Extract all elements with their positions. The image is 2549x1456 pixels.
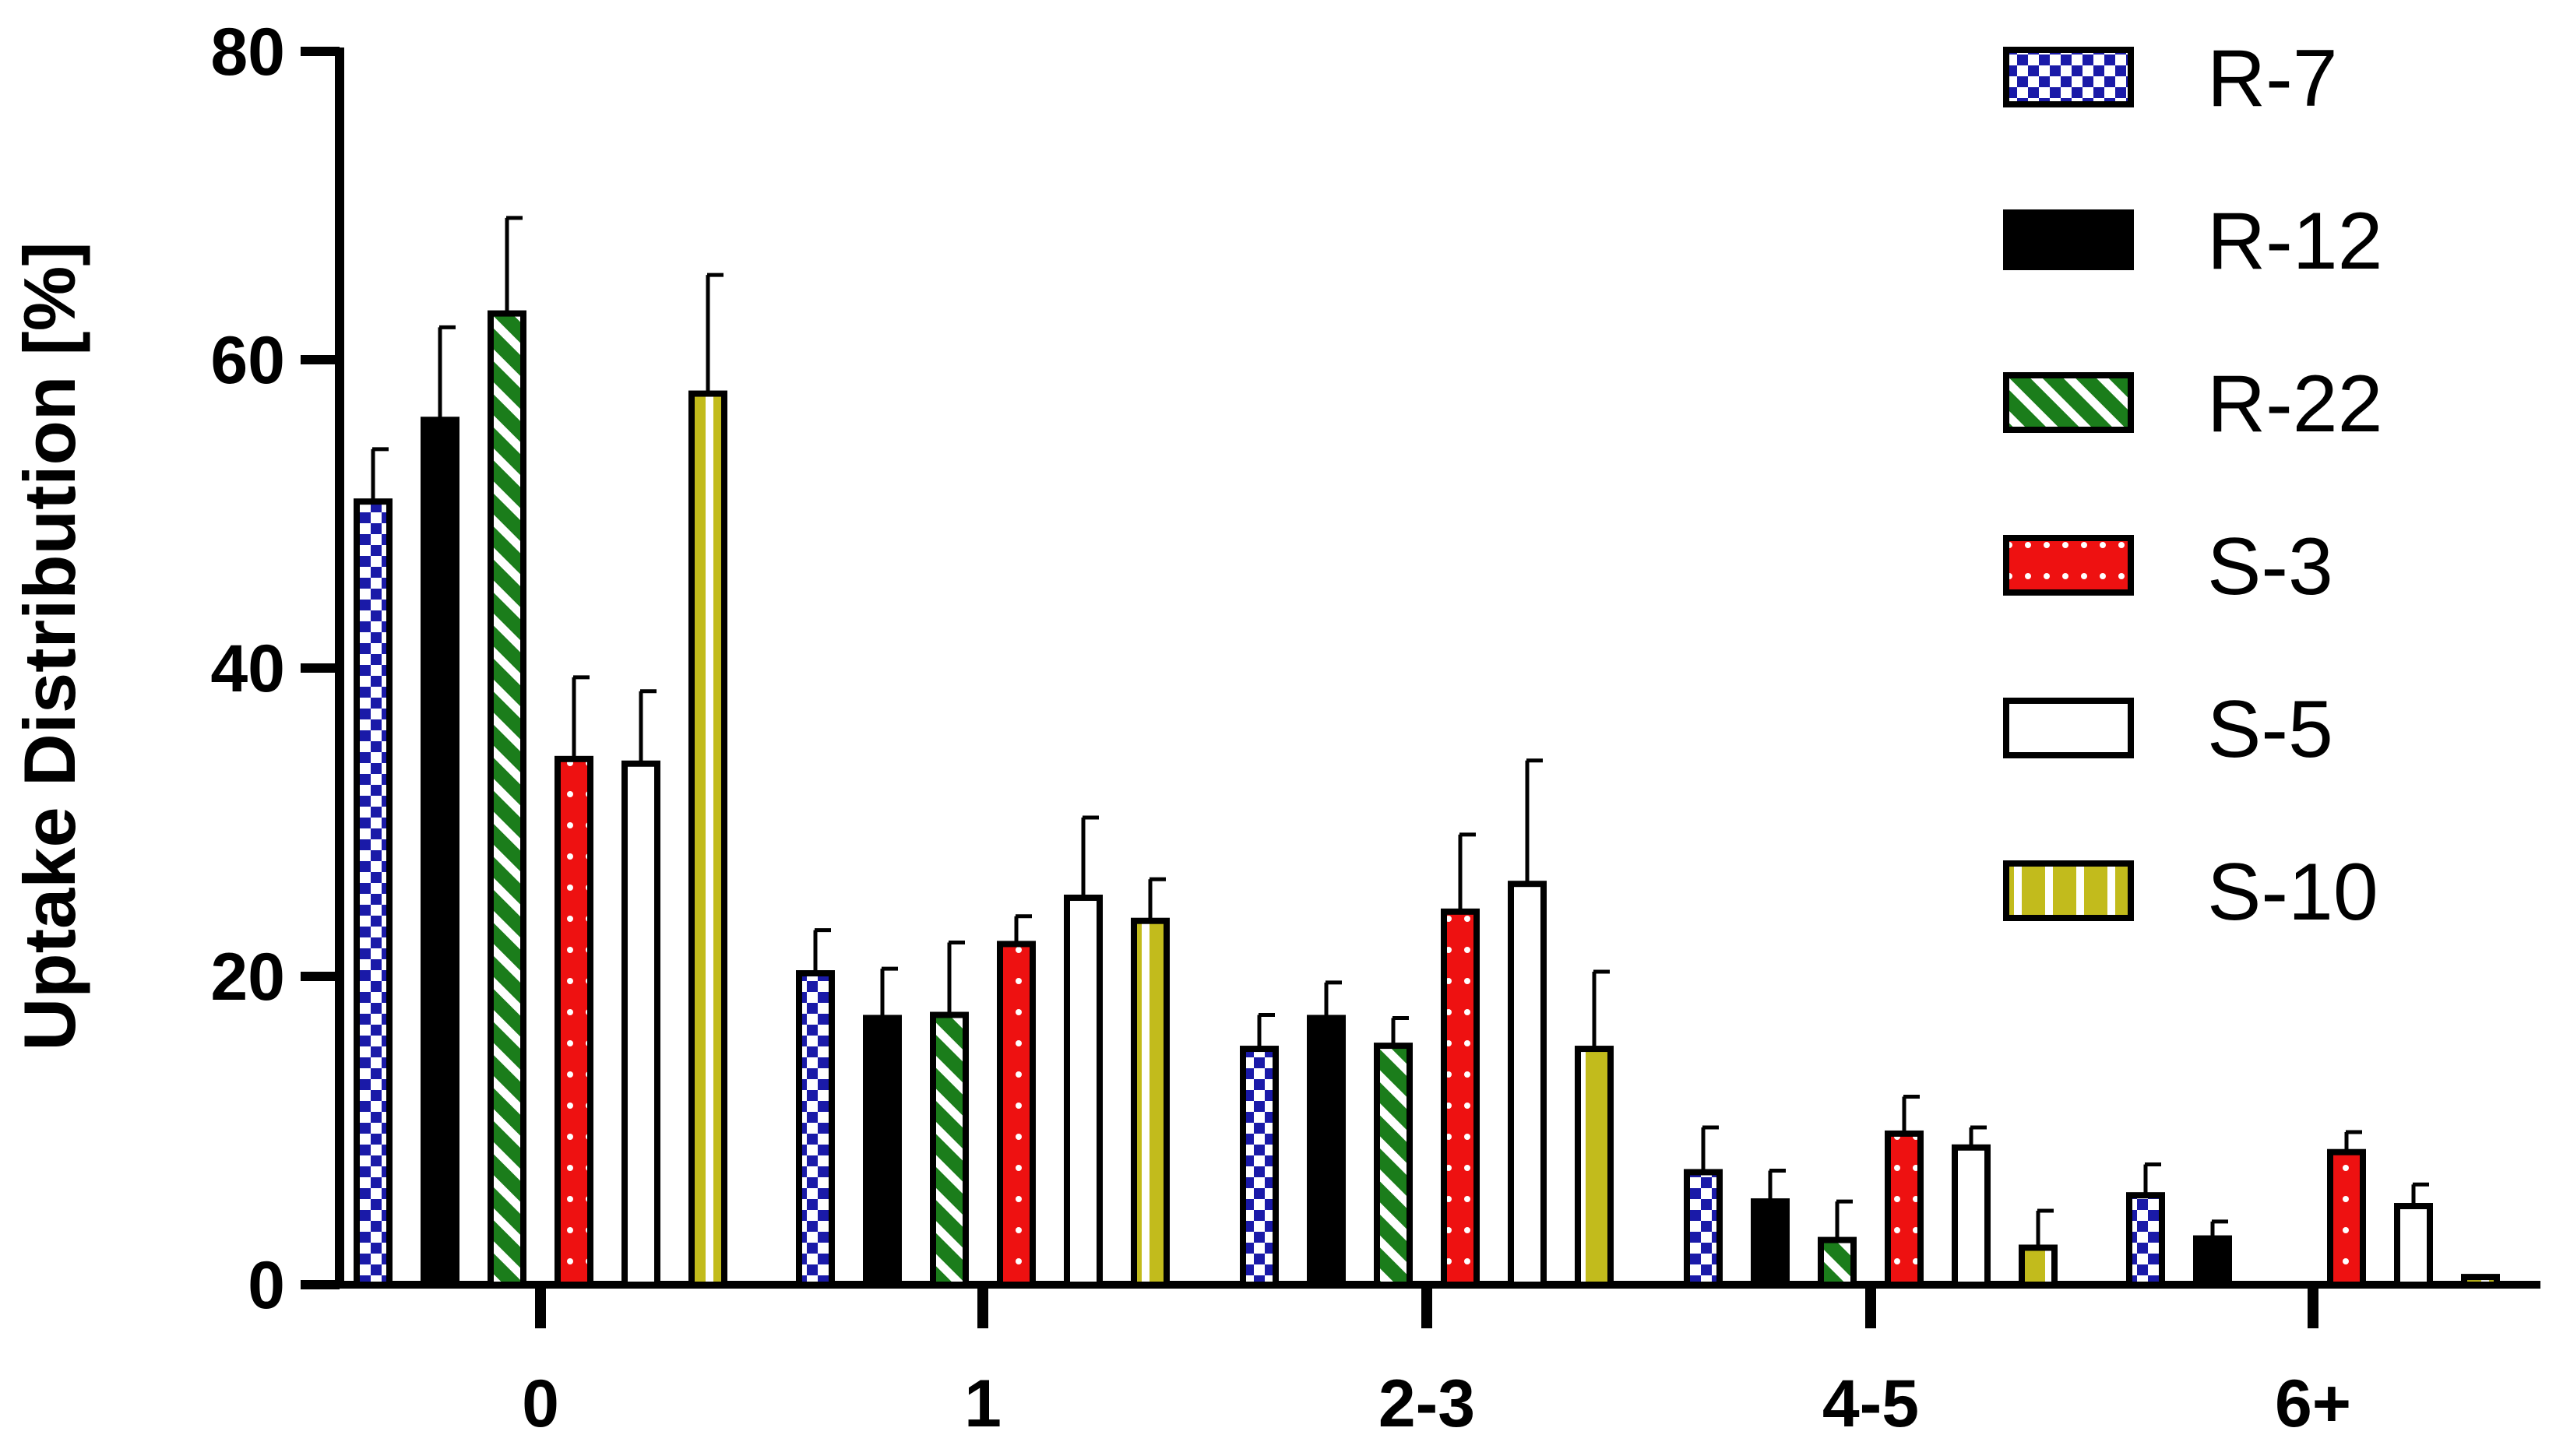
- legend-swatch-s-10: [2003, 860, 2134, 921]
- bar-s-5: [2394, 1203, 2433, 1289]
- bar-s-10: [1575, 1046, 1614, 1289]
- legend-label: R-22: [2207, 359, 2382, 449]
- legend-label: R-12: [2207, 196, 2382, 287]
- bar-r-7: [1240, 1046, 1279, 1289]
- bar-s-10: [688, 390, 727, 1288]
- y-tick-label: 0: [248, 1248, 285, 1323]
- y-axis-title: Uptake Distribution [%]: [9, 241, 90, 1050]
- bar-s-3: [997, 941, 1036, 1289]
- bar-r-12: [2193, 1235, 2232, 1288]
- bar-s-10: [1131, 917, 1170, 1288]
- legend-swatch-r-12: [2003, 209, 2134, 270]
- legend-swatch-s-3: [2003, 535, 2134, 596]
- x-axis: 0 1 2-3 4-5 6+: [335, 1281, 2540, 1441]
- legend-label: R-7: [2207, 33, 2338, 124]
- bar-s-10: [2461, 1274, 2500, 1288]
- x-tick-label: 4-5: [1822, 1366, 1919, 1441]
- x-tick-label: 2-3: [1378, 1366, 1475, 1441]
- bar-r-7: [2126, 1192, 2165, 1289]
- x-tick-label: 1: [964, 1366, 1002, 1441]
- y-tick-label: 60: [210, 323, 285, 398]
- legend-swatch-r-22: [2003, 372, 2134, 433]
- bar-r-7: [796, 970, 835, 1289]
- bar-r-22: [930, 1011, 969, 1288]
- bar-r-7: [1684, 1169, 1723, 1288]
- bar-s-3: [1885, 1130, 1924, 1288]
- bar-s-5: [1952, 1144, 1991, 1289]
- legend-label: S-5: [2207, 684, 2333, 775]
- bar-r-22: [1374, 1043, 1413, 1288]
- legend-label: S-10: [2207, 847, 2378, 937]
- x-tick-label: 0: [522, 1366, 559, 1441]
- bar-r-22: [1818, 1236, 1857, 1288]
- bar-r-12: [863, 1015, 902, 1288]
- bar-s-3: [555, 755, 593, 1288]
- bar-s-10: [2019, 1244, 2058, 1288]
- bar-r-12: [421, 417, 459, 1288]
- y-tick-label: 20: [210, 940, 285, 1015]
- y-axis: 0 20 40 60 80: [210, 15, 344, 1323]
- y-tick-label: 80: [210, 15, 285, 90]
- bars-group: [354, 216, 2500, 1289]
- y-tick-label: 40: [210, 631, 285, 706]
- legend-swatch-s-5: [2003, 698, 2134, 758]
- bar-s-5: [1064, 895, 1103, 1289]
- bar-r-22: [488, 310, 526, 1289]
- bar-r-12: [1307, 1015, 1346, 1288]
- bar-r-12: [1751, 1198, 1790, 1288]
- bar-s-5: [1508, 881, 1547, 1288]
- legend-swatch-r-7: [2003, 47, 2134, 107]
- bar-s-5: [621, 760, 660, 1288]
- bar-s-3: [2327, 1148, 2366, 1288]
- x-tick-label: 6+: [2275, 1366, 2351, 1441]
- bar-r-7: [354, 498, 393, 1288]
- bar-s-3: [1441, 908, 1480, 1288]
- legend: R-7 R-12 R-22 S-3 S-5 S-10: [2003, 33, 2382, 937]
- legend-label: S-3: [2207, 522, 2333, 612]
